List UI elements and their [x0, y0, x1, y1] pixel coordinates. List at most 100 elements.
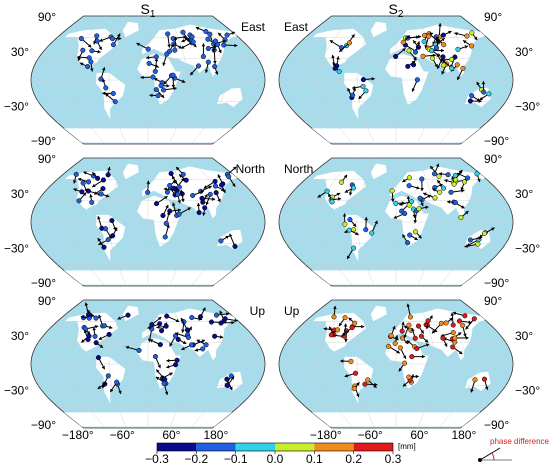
station	[464, 33, 470, 39]
arrow-head	[201, 43, 206, 47]
arrow-head	[155, 376, 160, 381]
station	[167, 208, 173, 214]
station	[363, 227, 369, 233]
arrow-head	[441, 70, 445, 75]
arrow-head	[351, 34, 355, 38]
arrow-head	[81, 339, 85, 343]
arrow-head	[102, 78, 106, 83]
arrow-head	[83, 171, 87, 175]
component-label: North	[236, 162, 265, 176]
station	[393, 53, 399, 59]
map-panel	[278, 15, 514, 145]
station	[405, 63, 411, 69]
arrow-head	[411, 88, 416, 92]
arrow-head	[181, 79, 186, 83]
station	[103, 85, 109, 91]
station	[420, 53, 426, 59]
latitude-label: 90°	[38, 152, 56, 166]
arrow-head	[436, 53, 440, 58]
colorbar-tick-label: 0.1	[306, 452, 323, 466]
station	[93, 315, 99, 321]
station	[89, 199, 95, 205]
arrow-head	[182, 340, 187, 344]
arrow-head	[333, 305, 337, 310]
station	[399, 328, 405, 334]
station	[448, 189, 454, 195]
station	[342, 315, 348, 321]
station	[353, 370, 359, 376]
arrow-head	[458, 169, 463, 174]
arrow-head	[72, 180, 77, 184]
station	[171, 185, 177, 191]
station	[203, 342, 209, 348]
station	[212, 183, 219, 189]
station	[413, 229, 419, 235]
arrow-head	[413, 40, 417, 44]
colorbar-segment	[196, 443, 236, 451]
arrow-head	[331, 54, 335, 59]
arrow-head	[97, 385, 102, 389]
station	[98, 191, 104, 197]
arrow-head	[230, 376, 235, 380]
arrow-head	[102, 384, 106, 389]
station	[421, 38, 427, 45]
arrow-head	[107, 166, 111, 171]
arrow-head	[448, 30, 452, 35]
latitude-label: −90°	[484, 134, 509, 148]
station	[164, 189, 171, 195]
arrow-head	[440, 48, 445, 53]
symbol: S	[141, 1, 150, 17]
arrow-head	[423, 192, 427, 196]
station	[462, 313, 468, 319]
component-label: North	[284, 162, 313, 176]
station	[452, 199, 458, 206]
station	[153, 87, 159, 93]
station	[441, 62, 447, 68]
station	[440, 32, 446, 38]
arrow-head	[458, 350, 463, 355]
arrow-head	[177, 200, 181, 204]
station	[175, 336, 181, 342]
arrow-head	[83, 329, 88, 334]
arrow-head	[449, 317, 453, 322]
station	[185, 334, 191, 340]
arrow-head	[180, 317, 184, 322]
arrow-head	[342, 332, 346, 336]
station	[335, 327, 341, 333]
arrow-head	[337, 197, 342, 201]
arrow-head	[175, 318, 180, 323]
station	[412, 49, 418, 55]
station	[203, 28, 209, 35]
latitude-label: 90°	[484, 152, 502, 166]
colorbar-segment	[275, 443, 315, 451]
arrow-head	[118, 36, 122, 41]
station	[392, 340, 398, 346]
station	[85, 63, 91, 70]
arrow-head	[447, 200, 451, 204]
arrow-head	[181, 38, 185, 43]
station	[328, 332, 334, 338]
arrow-head	[392, 325, 396, 330]
station	[93, 340, 99, 346]
station	[440, 185, 447, 191]
station	[105, 237, 111, 243]
arrow-head	[231, 31, 235, 35]
arrow-head	[441, 38, 445, 42]
station	[167, 182, 173, 189]
latitude-label: −90°	[484, 276, 509, 290]
arrow-head	[344, 374, 349, 378]
station	[85, 179, 92, 185]
arrow-head	[348, 192, 353, 196]
land	[217, 371, 243, 391]
station	[389, 188, 395, 194]
station	[429, 48, 435, 54]
latitude-label: 30°	[515, 187, 533, 201]
latitude-label: −30°	[515, 242, 540, 256]
station	[95, 175, 101, 181]
arrow-head	[78, 177, 82, 182]
arrow-head	[417, 34, 422, 39]
arrow-head	[461, 205, 465, 209]
station	[102, 226, 109, 232]
land	[96, 72, 126, 120]
arrow-head	[84, 188, 88, 193]
